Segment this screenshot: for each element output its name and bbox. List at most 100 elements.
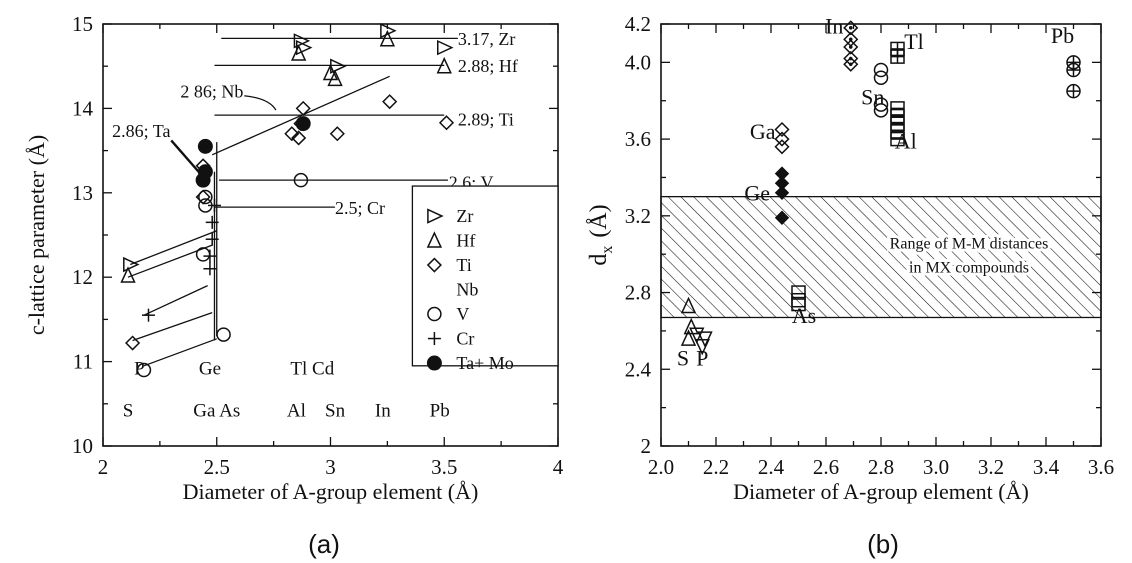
chart-b-point-sn: [873, 70, 889, 85]
chart-a-legend-marker: [427, 332, 441, 346]
chart-b-x-tick-label: 3.6: [1088, 455, 1114, 479]
chart-a-point-v: [195, 247, 211, 262]
chart-a-x-tick-label: 2.5: [204, 455, 230, 479]
chart-a-point-cr: [203, 262, 217, 276]
chart-b-point-al: [890, 124, 905, 139]
chart-a-point-zr: [123, 256, 140, 273]
chart-a-legend-marker: [427, 208, 444, 224]
chart-b-x-tick-label: 2.2: [703, 455, 729, 479]
chart-a-point-ti: [291, 130, 307, 146]
chart-b-band-label: in MX compounds: [909, 259, 1029, 276]
chart-a-y-tick-label: 14: [72, 96, 94, 120]
chart-b-y-tick-label: 4.0: [625, 50, 651, 74]
chart-a-annotation: 2.89; Ti: [458, 109, 514, 129]
chart-b-element-label: Pb: [1051, 23, 1074, 48]
chart-b-element-label: Sn: [861, 85, 884, 110]
chart-a-x-axis-label: Diameter of A-group element (Å): [183, 479, 479, 504]
chart-b-point-pb: [1066, 83, 1081, 99]
chart-a-trend-line: [132, 312, 213, 342]
chart-a-legend-marker: [426, 355, 442, 371]
chart-b-element-label: S: [677, 345, 689, 370]
chart-a-point-cr: [205, 232, 219, 246]
chart-a-point-zr: [437, 39, 454, 56]
chart-a-point-ti: [382, 94, 398, 110]
chart-a-trend-line: [143, 338, 217, 367]
chart-a-element-label: In: [375, 400, 391, 421]
chart-b: Range of M-M distances in MX compounds In…: [586, 12, 1114, 559]
chart-a-point-cr: [205, 215, 219, 229]
chart-a-point-v: [136, 362, 152, 378]
panel-a-caption: (a): [308, 529, 340, 559]
chart-b-y-tick-label: 3.2: [625, 204, 651, 228]
chart-a-x-tick-label: 4: [553, 455, 564, 479]
chart-a-element-label: Al: [287, 400, 306, 421]
chart-b-point-as: [791, 296, 806, 312]
chart-a-point-cr: [207, 198, 221, 212]
chart-a-legend: Zr Hf Ti Nb V Cr Ta+ Mo: [411, 185, 559, 373]
chart-a-x-tick-label: 3: [325, 455, 336, 479]
chart-a-y-axis-label: c-lattice parameter (Å): [24, 135, 49, 335]
chart-a-trend-line: [143, 285, 208, 316]
chart-a-point-cr: [142, 308, 155, 322]
chart-b-point-ga: [774, 139, 790, 155]
chart-b-band-label: Range of M-M distances: [890, 235, 1049, 252]
chart-a-point-cr: [203, 249, 217, 263]
chart-a-element-label: S: [123, 400, 134, 421]
chart-a-legend-label: Hf: [456, 231, 475, 251]
chart-a-y-tick-label: 10: [72, 434, 93, 458]
chart-b-element-label: As: [792, 303, 816, 328]
chart-b-x-tick-label: 3.4: [1033, 455, 1060, 479]
chart-b-x-tick-label: 3.2: [978, 455, 1004, 479]
chart-a-point-ti: [125, 335, 141, 351]
chart-b-y-tick-label: 2.4: [625, 357, 652, 381]
chart-a-y-tick-label: 13: [72, 181, 93, 205]
chart-a-legend-marker: [426, 257, 442, 273]
chart-b-x-tick-label: 2.6: [813, 455, 839, 479]
panel-b-caption: (b): [867, 529, 899, 559]
chart-b-x-tick-label: 2.8: [868, 455, 894, 479]
chart-a-element-label: P: [134, 358, 145, 379]
chart-b-element-label: Ge: [744, 180, 770, 205]
chart-a-annotation: 2 86; Nb: [180, 82, 243, 102]
chart-b-point-in: [843, 56, 859, 72]
chart-a-legend-label: Ti: [456, 255, 471, 275]
chart-a-point-zr: [295, 39, 313, 56]
chart-a-point-hf: [436, 56, 452, 74]
chart-b-element-label: P: [696, 345, 708, 370]
chart-b-point-al: [890, 131, 905, 147]
chart-b-y-label-unit: (Å): [586, 204, 612, 237]
chart-a-legend-label: Zr: [456, 206, 473, 226]
chart-a-point-v: [216, 327, 231, 342]
chart-b-y-tick-label: 3.6: [625, 127, 651, 151]
chart-a-point-tamo: [197, 138, 213, 154]
chart-a-element-label: Tl Cd: [290, 358, 334, 379]
chart-b-point-in: [843, 20, 859, 36]
chart-b-point-s: [683, 317, 699, 335]
chart-b-point-ga: [774, 131, 790, 147]
chart-b-point-p: [697, 331, 713, 348]
chart-a-legend-label: V: [456, 304, 469, 324]
chart-b-mm-distance-band: [660, 195, 1102, 319]
chart-b-point-al: [890, 101, 905, 116]
chart-b-y-tick-label: 4.2: [625, 12, 651, 36]
chart-a-point-hf: [379, 29, 396, 47]
chart-a-annotation: 2.5; Cr: [335, 198, 385, 218]
chart-a-annotation: 3.17, Zr: [458, 29, 516, 49]
chart-b-point-ge: [774, 210, 790, 225]
chart-a-y-tick-label: 12: [72, 265, 93, 289]
chart-a-legend-marker: [426, 231, 443, 248]
chart-a-element-label: Ga As: [193, 400, 240, 421]
chart-b-y-tick-label: 2.8: [625, 281, 651, 305]
chart-a-element-label: Ge: [199, 358, 221, 379]
chart-b-x-tick-label: 2.0: [648, 455, 674, 479]
chart-b-point-s: [680, 296, 697, 314]
chart-b-point-s: [680, 329, 697, 346]
chart-a-point-hf: [327, 69, 343, 87]
chart-a-nb-leader: [243, 95, 277, 111]
chart-b-x-tick-label: 3.0: [923, 455, 949, 479]
chart-a: PS Ge Ga As Tl Cd Al Sn In Pb 3.17, Zr 2.88; Hf 2 …: [24, 12, 564, 559]
chart-b-element-label: Tl: [904, 29, 924, 54]
chart-b-point-pb: [1066, 62, 1081, 78]
chart-a-legend-marker: [427, 306, 442, 322]
chart-a-point-hf: [290, 44, 307, 61]
